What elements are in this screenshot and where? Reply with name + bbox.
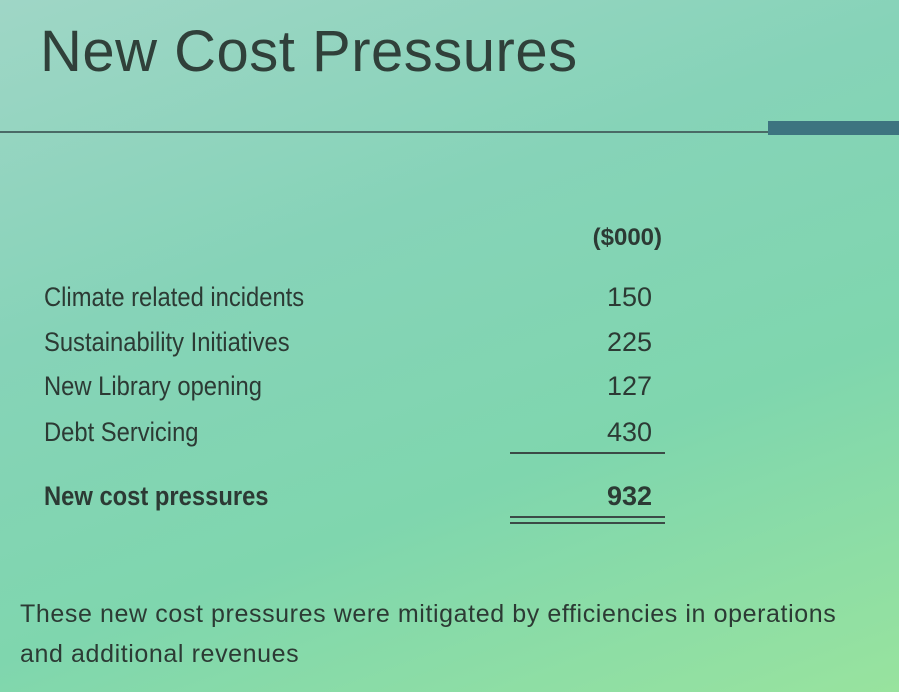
subtotal-rule (510, 452, 665, 454)
slide-title: New Cost Pressures (40, 19, 578, 84)
row-value: 225 (606, 327, 652, 357)
row-value: 430 (606, 417, 652, 447)
divider (0, 131, 899, 133)
total-value: 932 (606, 481, 652, 511)
column-header: ($000) (592, 224, 662, 251)
total-rule (510, 522, 665, 524)
row-value: 150 (606, 282, 652, 312)
total-rule (510, 516, 665, 518)
divider-accent (768, 121, 899, 135)
row-label: Sustainability Initiatives (44, 327, 290, 357)
total-label: New cost pressures (44, 481, 269, 511)
row-label: Climate related incidents (44, 282, 305, 312)
row-label: New Library opening (44, 371, 262, 401)
row-label: Debt Servicing (44, 417, 199, 447)
row-value: 127 (606, 371, 652, 401)
footnote: These new cost pressures were mitigated … (20, 600, 837, 668)
